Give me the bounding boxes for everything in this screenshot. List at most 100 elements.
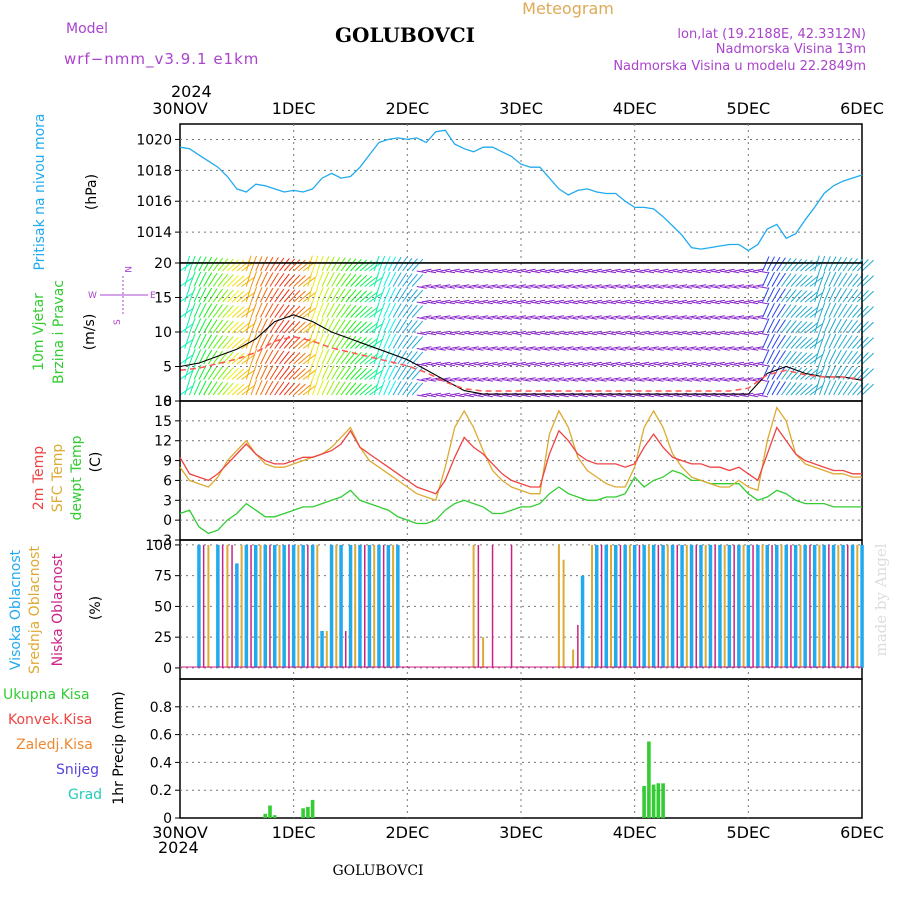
wind-barb xyxy=(757,394,768,398)
wind-barb xyxy=(378,286,386,303)
precip-y-ticks: 0 0.2 0.4 0.6 0.8 xyxy=(150,700,180,827)
wind-barb xyxy=(468,392,479,396)
cloud-bar xyxy=(254,544,258,668)
wind-barb xyxy=(464,348,475,351)
wind-barb xyxy=(700,379,711,382)
wind-barb xyxy=(748,363,759,367)
wind-barb xyxy=(833,303,842,318)
wind-barb xyxy=(757,332,768,336)
wind-barb xyxy=(856,367,869,380)
wind-barb xyxy=(316,349,324,365)
cloud-bar xyxy=(784,544,788,668)
wind-barb xyxy=(468,346,479,349)
wind-barb xyxy=(203,256,213,272)
wind-barb xyxy=(653,394,664,398)
wind-barb xyxy=(625,270,636,274)
model-label: Model xyxy=(66,21,108,37)
wind-barb xyxy=(274,319,285,334)
cloud-bar xyxy=(610,544,612,668)
wind-barb xyxy=(411,258,424,272)
wind-barb xyxy=(307,286,313,303)
wind-barb xyxy=(430,361,441,365)
wind-barb xyxy=(279,289,290,303)
wind-barb xyxy=(260,380,268,396)
wind-barb xyxy=(828,256,837,272)
wind-barb xyxy=(710,394,721,398)
wind-barb xyxy=(354,306,368,318)
wind-barb xyxy=(705,268,716,272)
wind-barb xyxy=(558,301,569,305)
cloud-bar xyxy=(632,544,637,668)
wind-barb xyxy=(658,346,669,349)
wind-barb xyxy=(539,301,550,305)
y-tick-label: 20 xyxy=(154,256,172,272)
wind-barb xyxy=(667,284,678,287)
wind-barb xyxy=(222,274,234,287)
wind-barb xyxy=(696,330,707,334)
cloud-bar xyxy=(651,544,656,668)
cloud-bar xyxy=(775,544,779,668)
wind-barb xyxy=(397,365,408,380)
wind-barb xyxy=(354,352,368,365)
wind-barb xyxy=(335,350,346,365)
wind-barb xyxy=(842,350,853,365)
wind-barb xyxy=(681,301,692,305)
wind-barb xyxy=(189,317,196,334)
wind-barb xyxy=(487,377,498,380)
wind-barb xyxy=(227,367,240,380)
cloud-bar xyxy=(812,544,817,668)
wind-barb xyxy=(667,268,678,272)
wind-barb xyxy=(710,332,721,336)
wind-barb xyxy=(449,284,460,287)
wind-barb xyxy=(776,257,786,272)
wind-barb xyxy=(620,361,631,365)
cloud-bar xyxy=(202,544,205,668)
wind-barb xyxy=(316,333,324,349)
wind-barb xyxy=(558,394,569,398)
wind-barb xyxy=(468,361,479,365)
wind-barb xyxy=(487,299,498,303)
wind-barb xyxy=(227,321,240,334)
wind-barb xyxy=(449,299,460,303)
wind-barb xyxy=(644,348,655,351)
wind-barb xyxy=(700,363,711,367)
wind-barb xyxy=(861,275,875,287)
wind-barb xyxy=(776,350,786,365)
wind-barb xyxy=(856,352,869,365)
wind-barb xyxy=(203,303,213,318)
wind-barb xyxy=(662,348,673,351)
wind-barb xyxy=(818,302,826,318)
wind-barb xyxy=(525,268,536,272)
wind-barb xyxy=(856,259,869,272)
wind-barb xyxy=(672,270,683,274)
wind-barb xyxy=(677,299,688,303)
wind-barb xyxy=(426,348,437,351)
wind-barb xyxy=(283,336,296,349)
wind-barb xyxy=(591,299,602,303)
wind-barb xyxy=(293,259,306,272)
wind-barb xyxy=(715,361,726,365)
wind-barb xyxy=(364,369,378,380)
wind-barb xyxy=(326,380,335,396)
cloud-bar xyxy=(367,544,372,668)
wind-barb xyxy=(677,377,688,380)
wind-barb xyxy=(520,301,531,305)
pressure-unit: (hPa) xyxy=(84,174,100,210)
wind-barb xyxy=(700,286,711,289)
temp-dewpt-label: dewpt Temp xyxy=(69,435,85,520)
time-tick-bottom: 1DEC xyxy=(272,823,316,842)
wind-barb xyxy=(719,286,730,289)
wind-barb xyxy=(644,270,655,274)
wind-barb xyxy=(350,274,362,287)
wind-barb xyxy=(449,361,460,365)
wind-barb xyxy=(573,377,583,380)
wind-barb xyxy=(833,272,842,287)
wind-barb xyxy=(459,361,470,365)
wind-barb xyxy=(312,317,319,334)
wind-barb xyxy=(483,286,494,289)
wind-barb xyxy=(236,369,250,380)
wind-barb xyxy=(639,284,650,287)
wind-barb xyxy=(506,361,517,365)
wind-barb xyxy=(686,284,697,287)
wind-barb xyxy=(184,317,191,334)
